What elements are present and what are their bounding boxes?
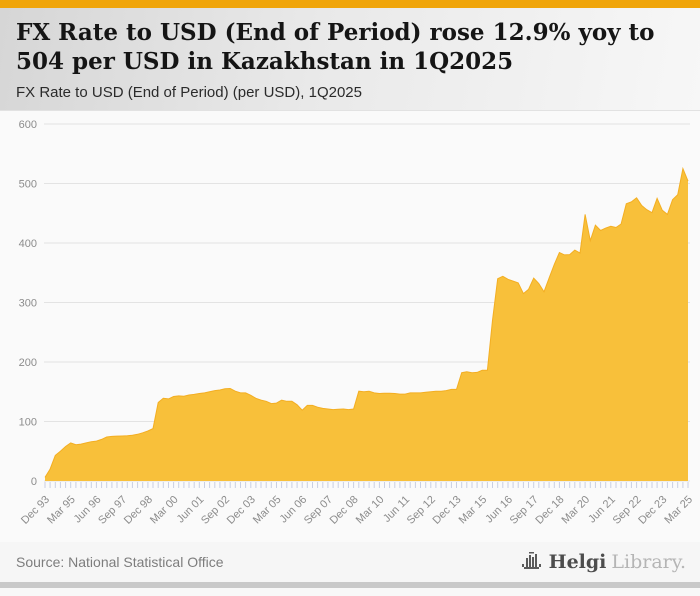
svg-text:Dec 18: Dec 18	[533, 494, 566, 527]
logo-text-library: Library.	[611, 551, 686, 573]
svg-text:Mar 00: Mar 00	[148, 494, 181, 527]
gridlines	[44, 123, 690, 482]
svg-text:Mar 05: Mar 05	[251, 494, 284, 527]
svg-text:Mar 10: Mar 10	[354, 494, 387, 527]
logo-text-helgi: Helgi	[548, 551, 607, 573]
footer: Source: National Statistical Office Helg…	[0, 542, 700, 582]
fx-rate-top-edge	[44, 166, 689, 478]
svg-text:Mar 15: Mar 15	[457, 494, 490, 527]
chart-area: 0 100 200 300 400 500 600 Dec 93 Mar 95 Jun 96 Sep…	[0, 111, 700, 542]
page-title: FX Rate to USD (End of Period) rose 12.9…	[16, 19, 655, 76]
x-axis-ticks	[44, 482, 689, 488]
svg-text:Dec 03: Dec 03	[225, 494, 258, 527]
helgi-logo-icon	[521, 552, 541, 569]
helgi-logo[interactable]: Helgi Library.	[520, 551, 686, 573]
svg-text:Dec 23: Dec 23	[636, 494, 669, 527]
svg-text:500: 500	[19, 179, 37, 191]
svg-text:0: 0	[31, 476, 37, 488]
chart-subtitle: FX Rate to USD (End of Period) (per USD)…	[16, 83, 362, 101]
svg-text:400: 400	[19, 238, 37, 250]
svg-text:100: 100	[19, 417, 37, 429]
svg-text:Dec 98: Dec 98	[122, 494, 155, 527]
svg-text:600: 600	[19, 119, 37, 131]
y-axis-labels: 0 100 200 300 400 500 600	[19, 119, 37, 488]
top-accent-bar	[0, 0, 700, 8]
header: FX Rate to USD (End of Period) rose 12.9…	[0, 8, 700, 111]
svg-text:Dec 13: Dec 13	[430, 494, 463, 527]
svg-text:Mar 20: Mar 20	[560, 494, 593, 527]
svg-text:Dec 08: Dec 08	[328, 494, 361, 527]
svg-text:200: 200	[19, 357, 37, 369]
bottom-strip	[0, 582, 700, 588]
fx-rate-area-series	[45, 168, 688, 481]
svg-text:Dec 93: Dec 93	[19, 494, 52, 527]
svg-text:Mar 95: Mar 95	[45, 494, 78, 527]
svg-text:300: 300	[19, 298, 37, 310]
svg-text:Mar 25: Mar 25	[662, 494, 695, 527]
source-note: Source: National Statistical Office	[16, 554, 224, 570]
